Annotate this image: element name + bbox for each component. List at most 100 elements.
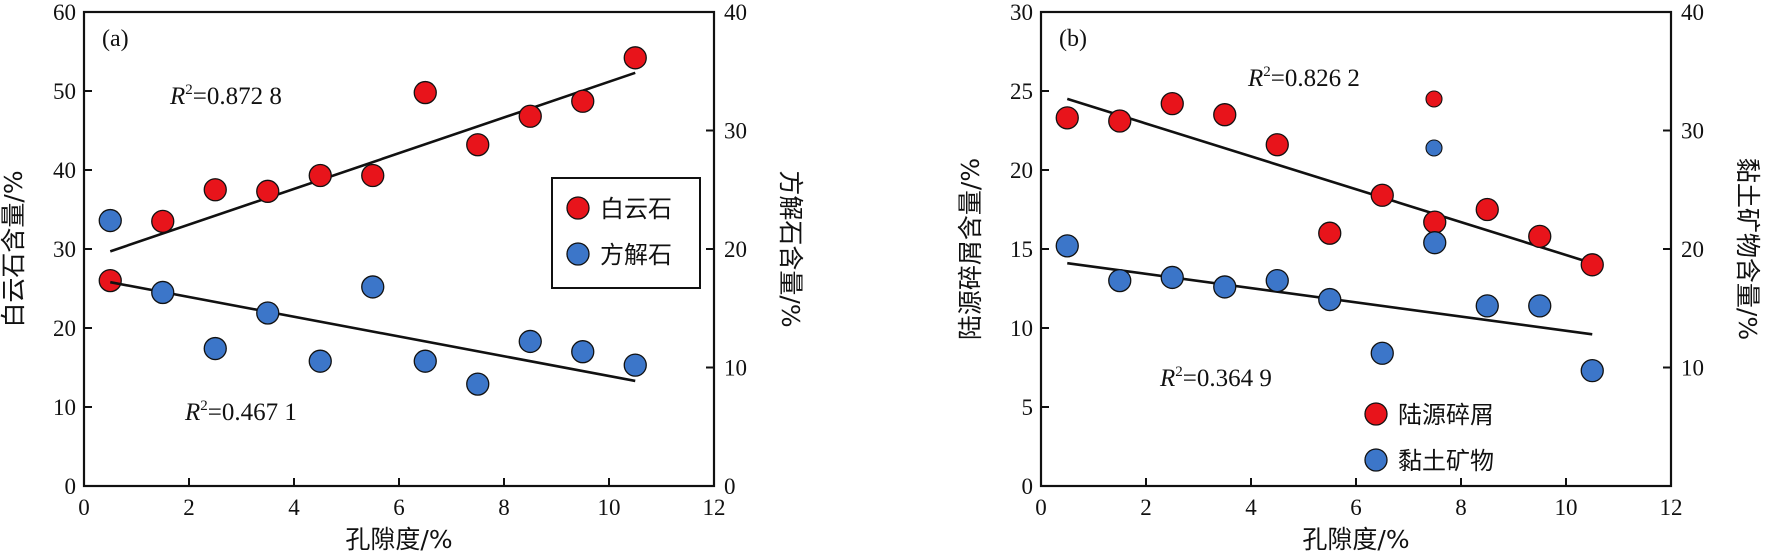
y-right-axis-label: 方解石含量/% (776, 170, 805, 327)
legend-marker (566, 196, 590, 220)
legend-marker (1364, 448, 1388, 472)
series-second-point (1475, 294, 1499, 318)
y-right-tick-label: 30 (1681, 119, 1704, 144)
y-left-tick-label: 5 (1022, 395, 1034, 420)
x-tick-label: 4 (1245, 495, 1257, 520)
series-second-point (466, 372, 490, 396)
series-first-fit-line (1066, 97, 1593, 265)
x-tick-label: 10 (598, 495, 621, 520)
r-squared-value: =0.872 8 (193, 83, 282, 110)
y-left-tick-label: 25 (1010, 79, 1033, 104)
r-squared-value: =0.364 9 (1183, 365, 1272, 392)
y-right-tick-label: 0 (724, 474, 736, 499)
series-second-point (1528, 294, 1552, 318)
series-second-point (1160, 265, 1184, 290)
x-tick-label: 8 (1455, 495, 1467, 520)
x-tick-label: 10 (1555, 495, 1578, 520)
x-tick-label: 12 (1660, 495, 1683, 520)
r-squared-label: R2=0.872 8 (169, 82, 282, 110)
series-first-point (413, 80, 437, 105)
series-first-point (1528, 224, 1552, 249)
x-tick-label: 0 (1035, 495, 1047, 520)
series-first-point (151, 209, 175, 234)
y-right-tick-label: 20 (724, 237, 747, 262)
series-second-point (203, 336, 227, 361)
y-left-tick-label: 20 (53, 316, 76, 341)
r-squared-label: R2=0.364 9 (1159, 364, 1272, 392)
r-squared-label: R2=0.467 1 (184, 398, 297, 426)
series-second-point (1318, 287, 1342, 312)
chart-panel-b: 0 2 4 6 8 10 12 0 5 10 15 20 25 30 10 20 30 40 孔隙度/% 陆源碎屑含量… (956, 0, 1762, 554)
r-superscript: 2 (1263, 64, 1271, 80)
series-second-point (308, 349, 332, 373)
y-left-tick-label: 30 (53, 237, 76, 262)
r-squared-value: =0.826 2 (1271, 65, 1360, 92)
series-first-point (1160, 91, 1184, 116)
x-tick-label: 4 (288, 495, 300, 520)
series-first-point (518, 104, 542, 128)
panel-label: (a) (102, 26, 129, 52)
x-axis-label: 孔隙度/% (1302, 525, 1409, 554)
chart-panel-a: 0 2 4 6 8 10 120102030405060010203040孔隙度/%白云石含… (0, 0, 805, 554)
legend-marker (566, 242, 590, 266)
series-second-point (1055, 234, 1079, 258)
series-first-point (1370, 183, 1394, 207)
series-second-point (1423, 231, 1447, 255)
x-tick-label: 2 (183, 495, 195, 520)
y-left-axis-label: 白云石含量/% (0, 170, 28, 327)
series-second-point (571, 340, 595, 364)
floating-marker (1425, 139, 1443, 157)
series-first-point (308, 163, 332, 188)
series-first-point (1265, 133, 1289, 157)
y-left-tick-label: 10 (53, 395, 76, 420)
legend-label: 白云石 (600, 195, 672, 223)
series-first-fit-line (109, 71, 636, 253)
r-symbol: R (1159, 365, 1175, 392)
series-second-point (623, 353, 647, 377)
series-second-point (361, 275, 385, 299)
y-left-tick-label: 0 (1022, 474, 1034, 499)
y-right-tick-label: 10 (1681, 356, 1704, 381)
series-first-point (361, 163, 385, 188)
r-superscript: 2 (1175, 364, 1183, 380)
series-first-point (466, 133, 490, 157)
legend-box (551, 177, 701, 289)
x-tick-label: 6 (1350, 495, 1362, 520)
series-second-point (1265, 268, 1289, 293)
legend-marker (1364, 402, 1388, 426)
series-first-point (1580, 253, 1604, 277)
x-tick-label: 2 (1140, 495, 1152, 520)
r-squared-label: R2=0.826 2 (1247, 64, 1360, 92)
legend-label: 陆源碎屑 (1398, 401, 1494, 429)
r-symbol: R (184, 399, 200, 426)
series-second-point (151, 280, 175, 305)
series-second-point (98, 208, 122, 233)
series-second-point (1108, 268, 1132, 293)
r-squared-value: =0.467 1 (208, 399, 297, 426)
y-right-tick-label: 30 (724, 119, 747, 144)
legend-label: 方解石 (600, 241, 672, 269)
r-symbol: R (169, 83, 185, 110)
x-tick-label: 6 (393, 495, 405, 520)
r-superscript: 2 (200, 398, 208, 414)
series-first-point (1475, 197, 1499, 222)
series-second-point (1580, 359, 1604, 383)
series-second-point (256, 301, 280, 325)
series-second-point (413, 349, 437, 373)
y-left-tick-label: 50 (53, 79, 76, 104)
y-left-tick-label: 15 (1010, 237, 1033, 262)
y-left-axis-label: 陆源碎屑含量/% (956, 158, 985, 340)
y-right-tick-label: 40 (1681, 0, 1704, 25)
y-left-tick-label: 60 (53, 0, 76, 25)
y-right-tick-label: 20 (1681, 237, 1704, 262)
y-right-tick-label: 40 (724, 0, 747, 25)
x-tick-label: 8 (498, 495, 510, 520)
series-first-point (98, 268, 122, 293)
y-right-axis-label: 黏土矿物含量/% (1733, 158, 1762, 340)
series-first-point (1423, 210, 1447, 234)
y-left-tick-label: 0 (65, 474, 77, 499)
y-left-tick-label: 10 (1010, 316, 1033, 341)
